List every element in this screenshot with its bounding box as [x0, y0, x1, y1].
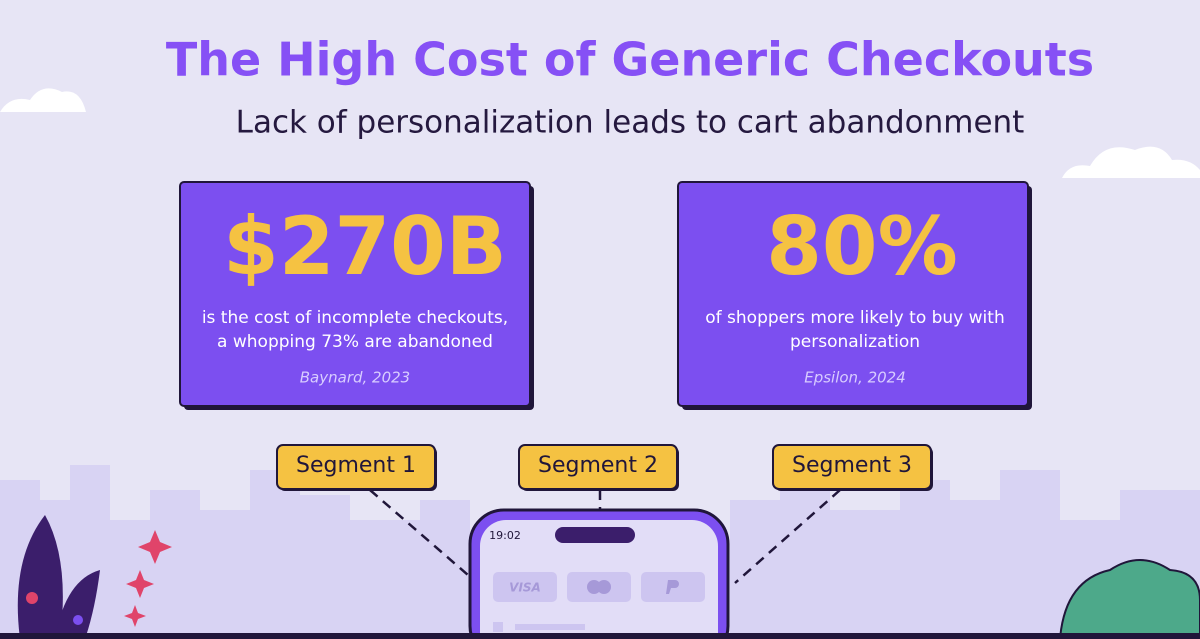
segment-tag: Segment 2	[518, 444, 679, 491]
bush	[1058, 559, 1200, 639]
berry	[73, 615, 83, 625]
subtitle: Lack of personalization leads to cart ab…	[236, 105, 1025, 141]
phone-time: 19:02	[489, 529, 521, 542]
stat-description: personalization	[790, 332, 920, 352]
stat-card: 80% of shoppers more likely to buy with …	[677, 181, 1032, 410]
stat-source: Epsilon, 2024	[804, 369, 906, 387]
ground	[0, 633, 1200, 639]
phone: 19:02 VISA	[468, 508, 730, 639]
stat-card: $270B is the cost of incomplete checkout…	[179, 181, 534, 410]
plant	[17, 515, 63, 639]
stat-value: 80%	[766, 200, 957, 293]
segment-label: Segment 3	[792, 453, 912, 478]
segment-label: Segment 2	[538, 453, 658, 478]
stat-description: of shoppers more likely to buy with	[705, 308, 1004, 328]
stat-description: a whopping 73% are abandoned	[217, 332, 493, 352]
plant	[55, 570, 100, 639]
berry	[26, 592, 38, 604]
stat-value: $270B	[223, 200, 507, 293]
payment-label: VISA	[509, 581, 541, 595]
skyline	[0, 465, 470, 639]
segment-tag: Segment 3	[772, 444, 933, 491]
title: The High Cost of Generic Checkouts	[166, 33, 1094, 87]
cloud	[0, 88, 86, 112]
segment-tag: Segment 1	[276, 444, 437, 491]
connectors	[369, 489, 841, 584]
stat-source: Baynard, 2023	[300, 369, 410, 387]
segment-label: Segment 1	[296, 453, 416, 478]
stat-description: is the cost of incomplete checkouts,	[202, 308, 508, 328]
cloud	[1062, 146, 1200, 178]
flowers	[124, 530, 172, 627]
